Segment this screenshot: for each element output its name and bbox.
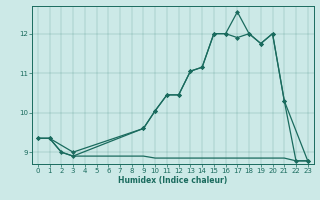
X-axis label: Humidex (Indice chaleur): Humidex (Indice chaleur) <box>118 176 228 185</box>
